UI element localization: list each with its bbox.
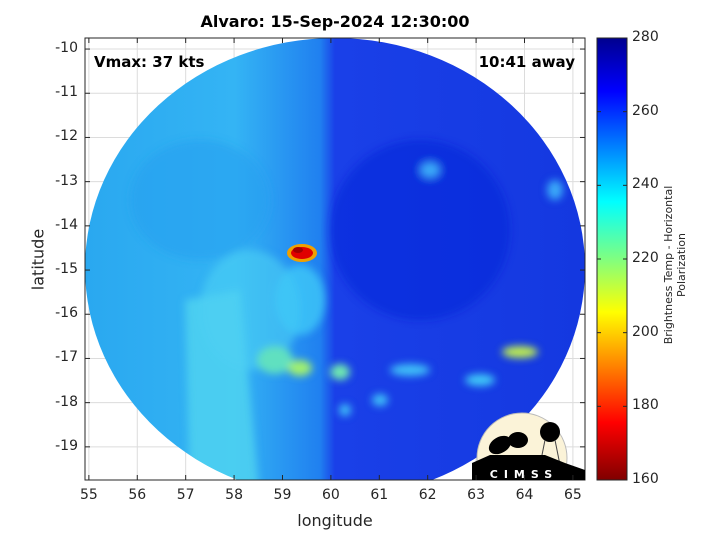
x-tick-label: 57 — [176, 487, 195, 503]
x-axis-label: longitude — [297, 511, 373, 530]
x-tick-label: 59 — [273, 487, 292, 503]
x-tick-label: 62 — [418, 487, 437, 503]
colorbar-tick-label: 240 — [632, 176, 659, 193]
svg-text:CIMSS: CIMSS — [490, 468, 558, 481]
y-tick-label: -13 — [55, 172, 78, 189]
colorbar — [596, 37, 628, 481]
colorbar-tick-label: 180 — [632, 397, 659, 414]
y-tick-label: -11 — [55, 84, 78, 101]
y-tick-label: -18 — [55, 393, 78, 410]
x-tick-label: 56 — [128, 487, 147, 503]
x-tick-label: 55 — [79, 487, 98, 503]
axes-box — [84, 37, 586, 481]
colorbar-label: Brightness Temp - Horizontal Polarizatio… — [662, 185, 688, 345]
time-away-annotation: 10:41 away — [478, 53, 575, 71]
cimss-logo: CIMSS — [472, 412, 585, 481]
x-tick-label: 58 — [225, 487, 243, 503]
x-tick-label: 61 — [370, 487, 389, 503]
y-tick-label: -14 — [55, 216, 78, 233]
colorbar-tick-label: 220 — [632, 250, 659, 266]
colorbar-tick-label: 200 — [632, 323, 659, 340]
y-tick-label: -17 — [55, 349, 78, 366]
y-tick-label: -16 — [55, 305, 78, 322]
chart-title: Alvaro: 15-Sep-2024 12:30:00 — [200, 12, 470, 31]
y-tick-label: -19 — [55, 437, 78, 454]
brightness-image — [85, 38, 585, 480]
x-tick-label: 63 — [467, 487, 485, 503]
x-tick-label: 64 — [515, 487, 534, 503]
colorbar-tick-label: 160 — [632, 471, 659, 487]
x-tick-label: 65 — [563, 487, 582, 503]
vmax-annotation: Vmax: 37 kts — [94, 53, 205, 71]
y-tick-label: -10 — [55, 40, 78, 57]
y-tick-label: -12 — [55, 128, 78, 145]
x-tick-label: 60 — [321, 487, 340, 503]
y-tick-label: -15 — [55, 261, 78, 278]
colorbar-tick-label: 260 — [632, 102, 659, 119]
colorbar-tick-label: 280 — [632, 29, 659, 45]
